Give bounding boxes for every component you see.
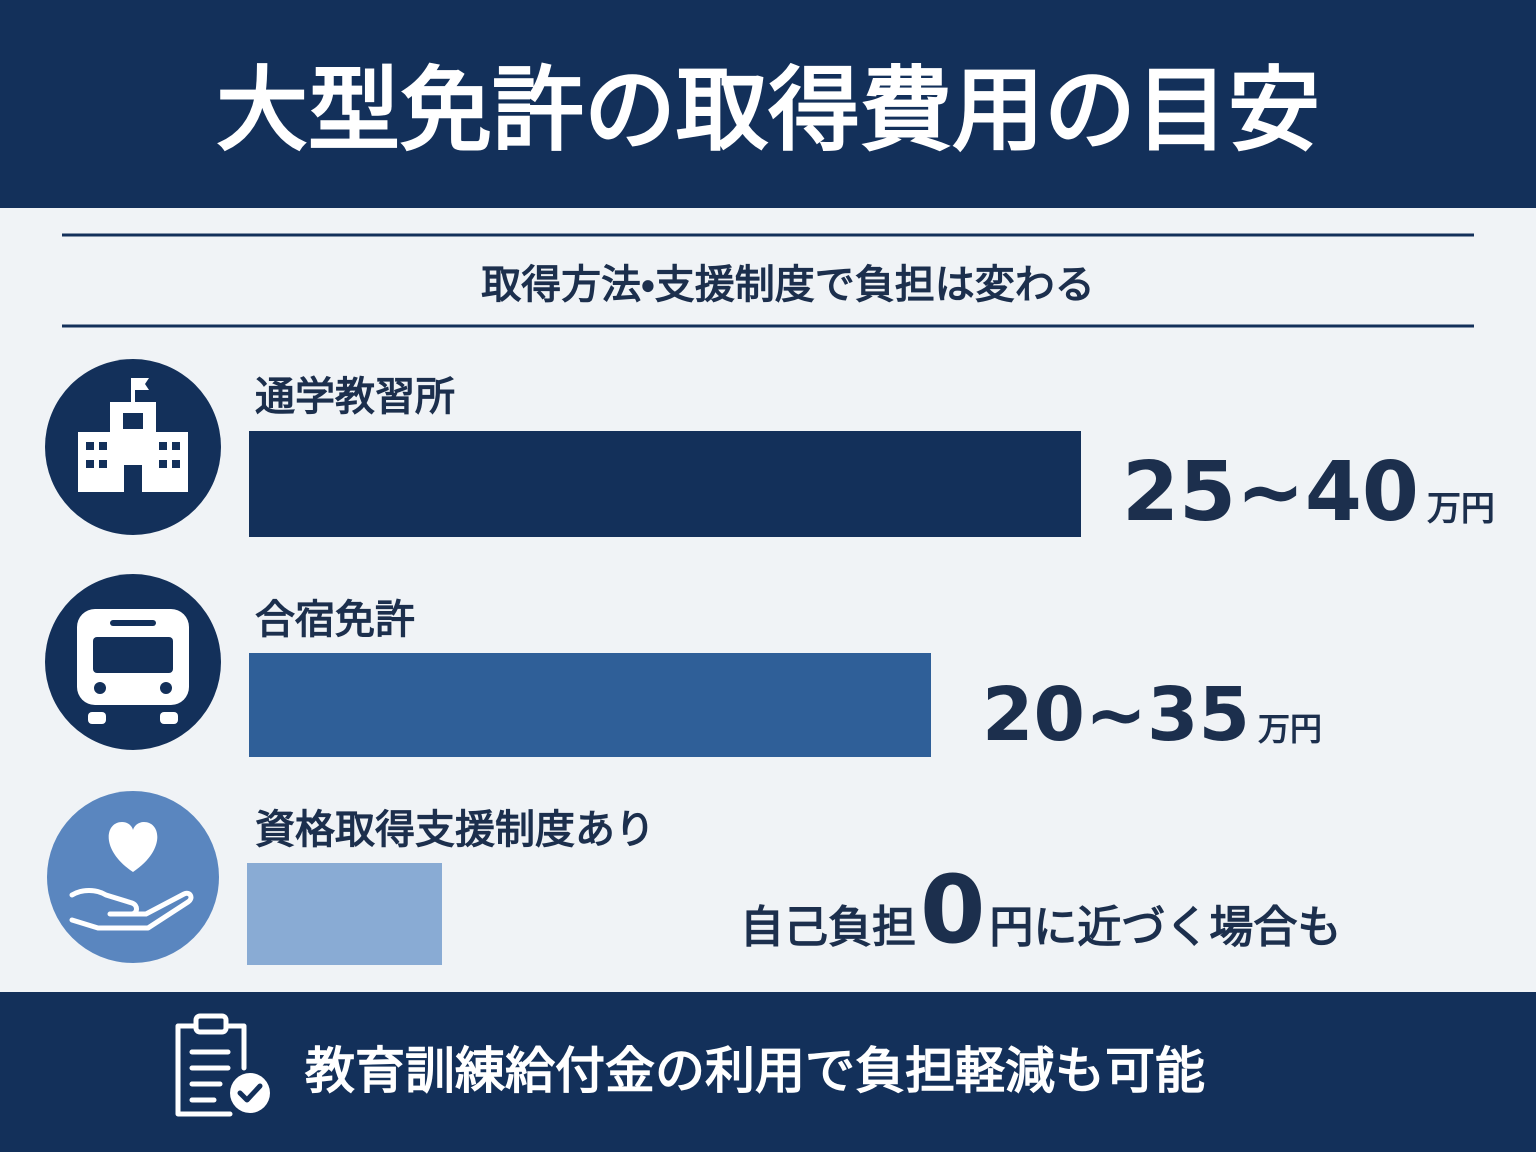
note-number: 0	[920, 856, 985, 965]
footer-text: 教育訓練給付金の利用で負担軽減も可能	[304, 1042, 1205, 1100]
clipboard-icon	[175, 1013, 270, 1117]
bar	[249, 431, 1081, 537]
item-label: 通学教習所	[255, 374, 455, 420]
subtitle: 取得方法・支援制度で負担は変わる	[481, 262, 1095, 308]
item-amount: 25~40 万円	[1122, 445, 1495, 540]
school-icon	[45, 359, 221, 535]
item-label: 資格取得支援制度あり	[255, 807, 655, 853]
header-band	[0, 0, 1536, 208]
item-amount: 20~35 万円	[982, 672, 1322, 758]
amount: 20~35	[982, 672, 1250, 758]
unit: 万円	[1258, 710, 1322, 748]
title: 大型免許の取得費用の目安	[216, 57, 1320, 164]
footer-band	[0, 992, 1536, 1152]
amount: 25~40	[1122, 445, 1419, 540]
note: 円に近づく場合も	[989, 902, 1341, 953]
item-label: 合宿免許	[255, 597, 415, 643]
support-icon	[47, 791, 219, 963]
bus-icon	[45, 574, 221, 750]
bar	[247, 863, 442, 965]
note: 自己負担	[740, 902, 916, 953]
unit: 万円	[1427, 489, 1495, 529]
bar	[249, 653, 931, 757]
item-note: 自己負担0円に近づく場合も	[740, 856, 1341, 965]
